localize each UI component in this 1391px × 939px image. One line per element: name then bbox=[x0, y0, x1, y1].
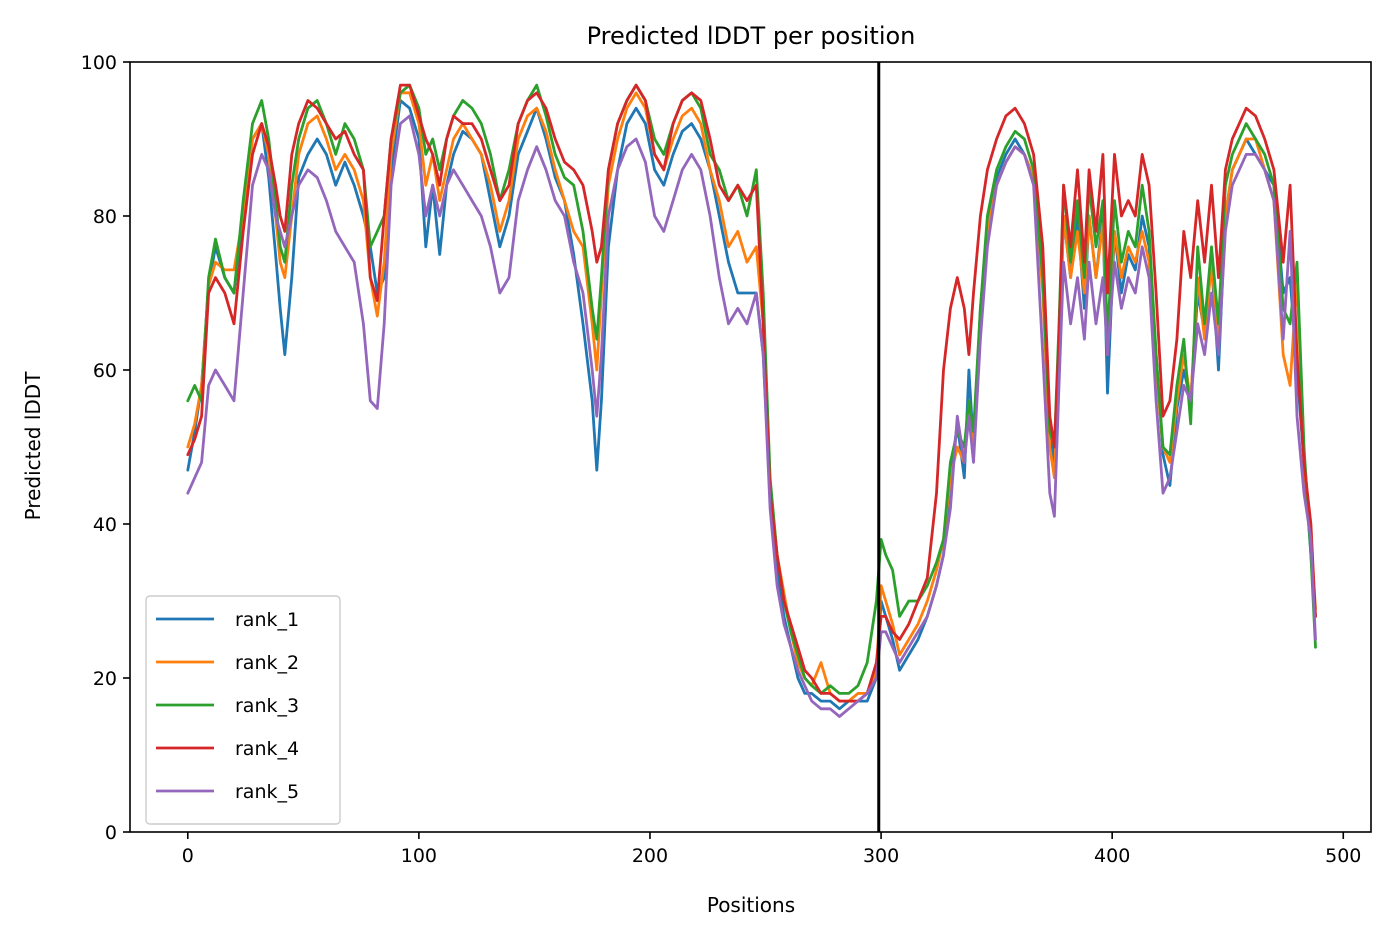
y-tick-label: 80 bbox=[93, 206, 117, 228]
y-axis-label: Predicted lDDT bbox=[21, 371, 45, 521]
axes: 0 100 200 300 400 500 0 20 40 60 80 100 bbox=[81, 52, 1372, 867]
series-line-rank_4 bbox=[186, 83, 1317, 703]
y-tick-label: 40 bbox=[93, 514, 117, 536]
x-tick-label: 100 bbox=[401, 845, 437, 867]
plot-area bbox=[186, 62, 1317, 832]
x-axis-label: Positions bbox=[707, 893, 795, 917]
legend-label-rank_5: rank_5 bbox=[235, 781, 299, 803]
x-tick-label: 200 bbox=[632, 845, 668, 867]
chart-title: Predicted lDDT per position bbox=[587, 22, 916, 50]
legend-label-rank_2: rank_2 bbox=[235, 652, 299, 674]
x-tick-label: 400 bbox=[1094, 845, 1130, 867]
series-line-rank_5 bbox=[186, 114, 1317, 718]
legend-label-rank_4: rank_4 bbox=[235, 738, 299, 760]
y-tick-label: 0 bbox=[105, 822, 117, 844]
y-tick-label: 20 bbox=[93, 668, 117, 690]
legend-box bbox=[145, 595, 341, 825]
legend-label-rank_3: rank_3 bbox=[235, 695, 299, 717]
y-tick-label: 60 bbox=[93, 360, 117, 382]
axes-frame bbox=[129, 61, 1372, 833]
x-tick-label: 500 bbox=[1325, 845, 1361, 867]
x-tick-label: 300 bbox=[863, 845, 899, 867]
legend: rank_1 rank_2 rank_3 rank_4 rank_5 bbox=[145, 595, 341, 825]
x-tick-label: 0 bbox=[182, 845, 194, 867]
legend-label-rank_1: rank_1 bbox=[235, 609, 299, 631]
y-tick-label: 100 bbox=[81, 52, 117, 74]
